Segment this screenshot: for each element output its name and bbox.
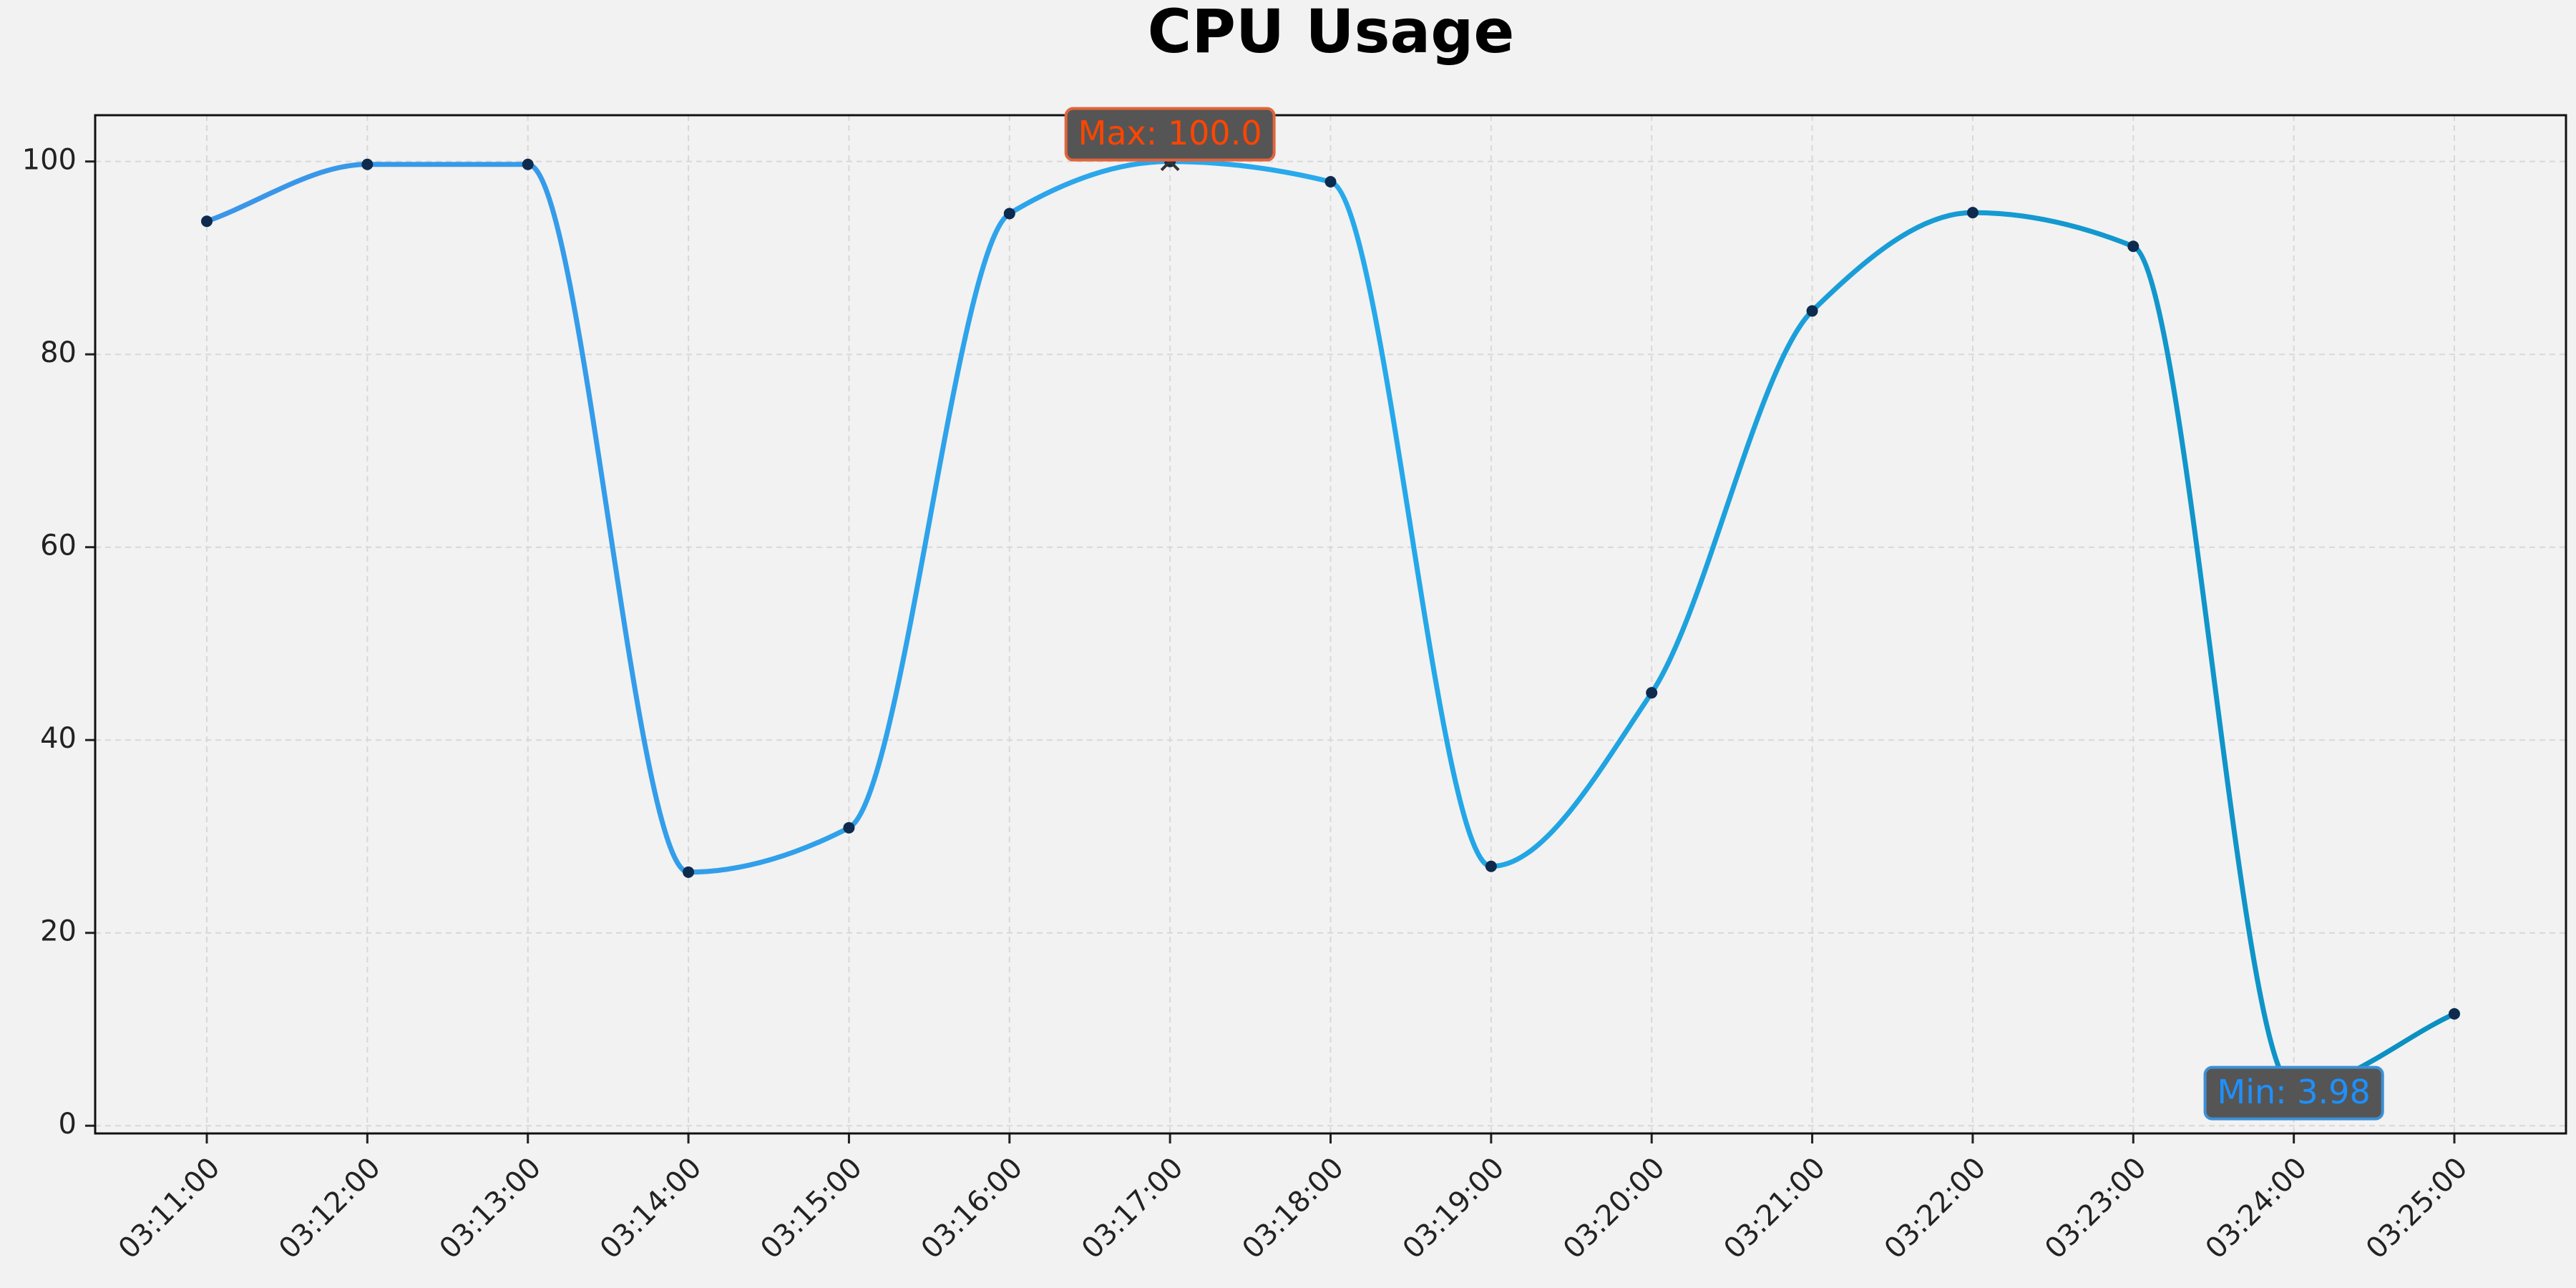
y-tick-label: 20 — [40, 915, 77, 948]
data-point — [2449, 1008, 2460, 1020]
annotation-text: Min: 3.98 — [2218, 1073, 2371, 1111]
annotation: Max: 100.0 — [1064, 107, 1276, 162]
annotation: Min: 3.98 — [2203, 1065, 2384, 1121]
data-point — [843, 821, 855, 834]
y-tick-label: 60 — [40, 530, 77, 562]
annotation-text: Max: 100.0 — [1078, 114, 1262, 152]
data-point — [683, 866, 695, 878]
data-point — [201, 215, 213, 228]
data-point — [1003, 208, 1015, 220]
data-point — [522, 158, 534, 170]
y-tick-label: 0 — [59, 1108, 77, 1141]
y-tick-label: 40 — [40, 722, 77, 755]
data-point — [1324, 175, 1337, 187]
annotation-box — [2203, 1065, 2384, 1121]
chart-title: CPU Usage — [1148, 0, 1515, 67]
data-point — [1966, 207, 1979, 219]
data-point — [1485, 860, 1497, 872]
data-point — [361, 158, 374, 170]
plot-frame — [94, 114, 2567, 1135]
data-point — [2127, 240, 2140, 253]
data-point — [1646, 687, 1658, 699]
data-point — [1806, 305, 1818, 317]
y-tick-label: 80 — [40, 336, 77, 369]
annotation-box — [1064, 107, 1276, 162]
y-tick-label: 100 — [22, 144, 77, 177]
